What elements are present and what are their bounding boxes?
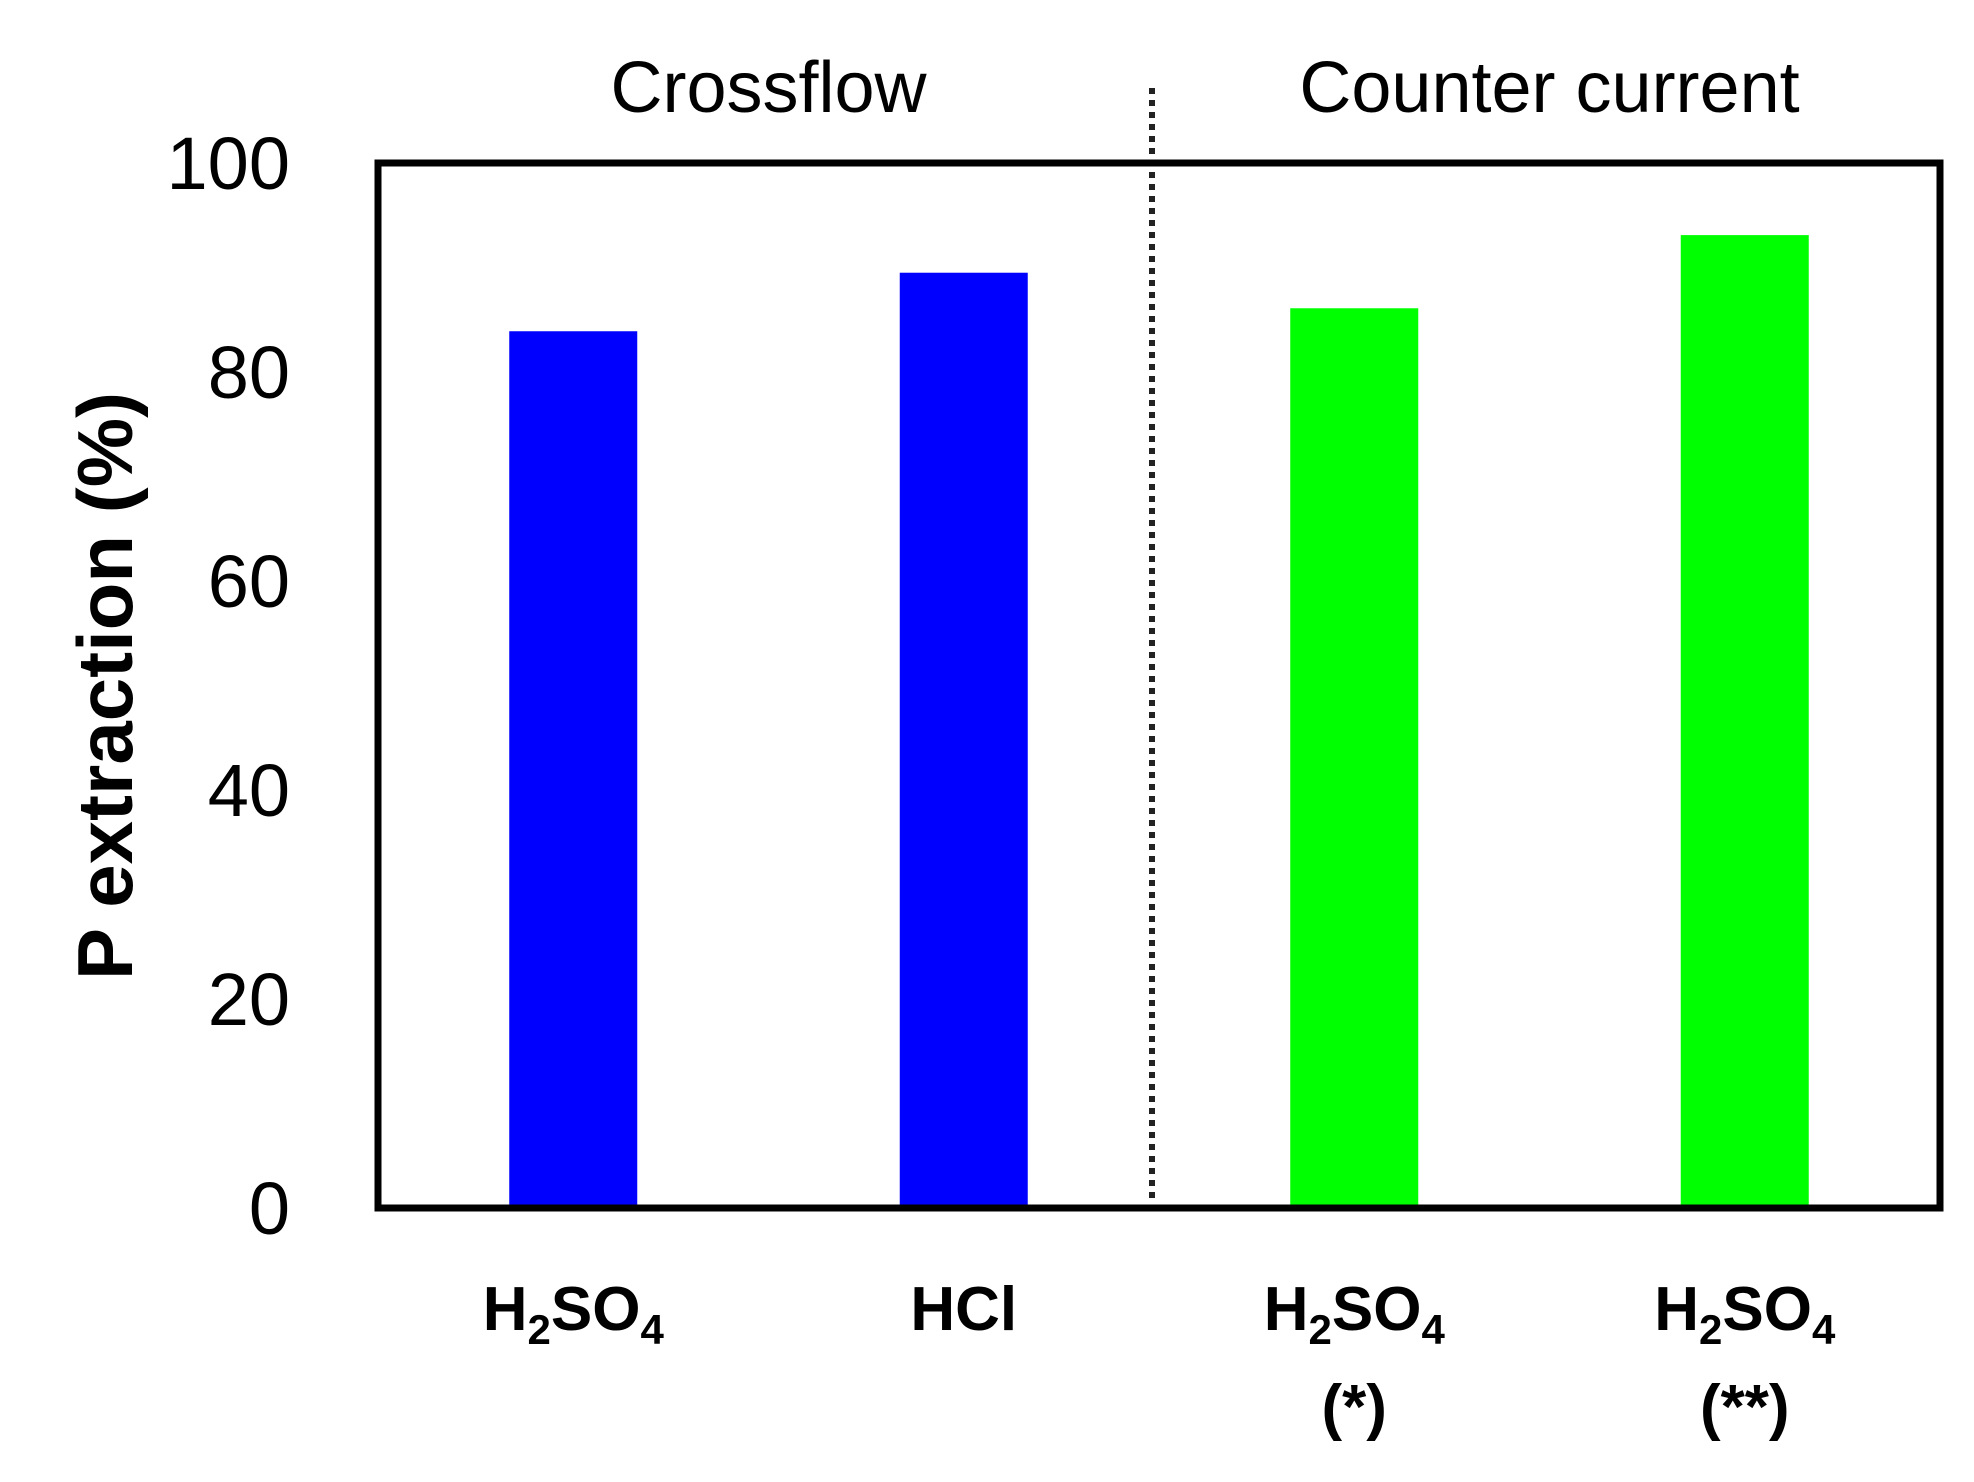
y-axis-title: P extraction (%) xyxy=(61,392,149,980)
category-label-0: H2SO4 xyxy=(483,1275,665,1353)
bar-0 xyxy=(509,331,638,1208)
category-note-2: (*) xyxy=(1322,1373,1387,1442)
bar-3 xyxy=(1680,235,1809,1209)
bar-2 xyxy=(1290,308,1419,1208)
y-tick-label: 100 xyxy=(167,122,290,205)
bar-1 xyxy=(899,272,1028,1209)
y-tick-label: 20 xyxy=(208,958,290,1041)
y-tick-label: 0 xyxy=(249,1167,290,1250)
y-tick-label: 40 xyxy=(208,749,290,832)
category-label-1: HCl xyxy=(910,1275,1017,1344)
group-label-0: Crossflow xyxy=(610,48,927,128)
category-label-3: H2SO4 xyxy=(1654,1275,1836,1353)
category-label-2: H2SO4 xyxy=(1264,1275,1446,1353)
plot-frame xyxy=(374,159,1944,1212)
category-note-3: (**) xyxy=(1700,1373,1790,1442)
group-label-1: Counter current xyxy=(1299,48,1799,128)
y-tick-label: 80 xyxy=(208,331,290,414)
y-tick-label: 60 xyxy=(208,540,290,623)
